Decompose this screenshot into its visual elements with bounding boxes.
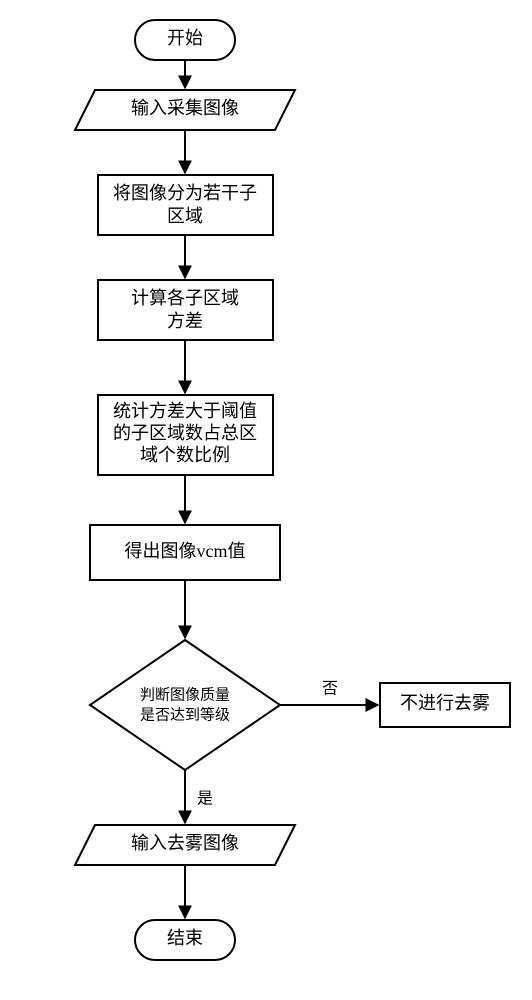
node-decision-label2: 是否达到等级 bbox=[140, 705, 230, 723]
node-no-defog: 不进行去雾 bbox=[380, 683, 510, 727]
node-decision: 判断图像质量 是否达到等级 bbox=[90, 640, 280, 770]
node-stat: 统计方差大于阈值 的子区域数占总区 域个数比例 bbox=[98, 395, 273, 475]
edge-label-no: 否 bbox=[322, 681, 338, 698]
node-variance-label2: 方差 bbox=[167, 311, 203, 331]
node-split-label2: 区域 bbox=[167, 206, 203, 226]
node-split: 将图像分为若干子 区域 bbox=[98, 175, 273, 235]
node-vcm-label: 得出图像vcm值 bbox=[125, 541, 246, 561]
flowchart-canvas: 开始 输入采集图像 将图像分为若干子 区域 计算各子区域 方差 统计方差大于阈值… bbox=[0, 0, 532, 1000]
node-stat-label2: 的子区域数占总区 bbox=[113, 423, 257, 443]
node-variance-label1: 计算各子区域 bbox=[131, 288, 239, 308]
edge-label-yes: 是 bbox=[197, 791, 213, 808]
node-output: 输入去雾图像 bbox=[75, 825, 295, 865]
node-end-label: 结束 bbox=[167, 928, 203, 948]
node-vcm: 得出图像vcm值 bbox=[90, 525, 280, 580]
node-input: 输入采集图像 bbox=[75, 90, 295, 130]
node-stat-label3: 域个数比例 bbox=[140, 445, 230, 465]
node-stat-label1: 统计方差大于阈值 bbox=[113, 401, 257, 421]
node-start-label: 开始 bbox=[167, 28, 203, 48]
node-split-label1: 将图像分为若干子 bbox=[113, 183, 257, 203]
node-variance: 计算各子区域 方差 bbox=[98, 280, 273, 340]
node-start: 开始 bbox=[135, 20, 235, 60]
node-no-defog-label: 不进行去雾 bbox=[400, 693, 490, 713]
node-output-label: 输入去雾图像 bbox=[131, 833, 239, 853]
node-decision-label1: 判断图像质量 bbox=[140, 686, 230, 703]
node-input-label: 输入采集图像 bbox=[131, 98, 239, 118]
node-end: 结束 bbox=[135, 920, 235, 960]
